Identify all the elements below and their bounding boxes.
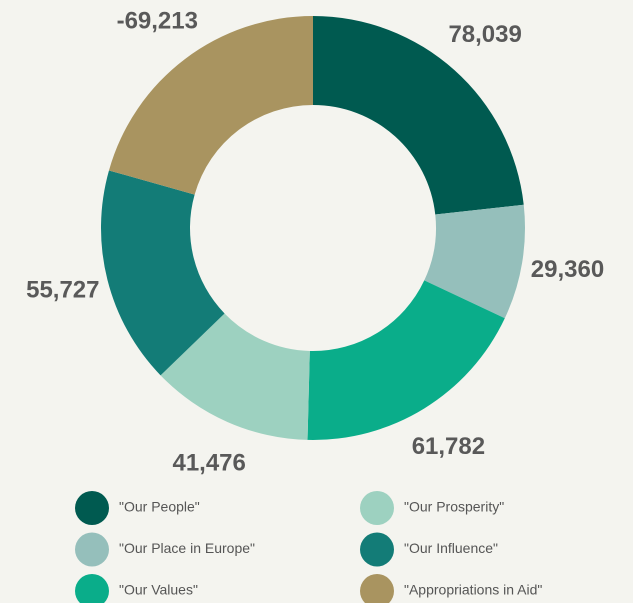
- legend-label: "Our Values": [119, 582, 198, 598]
- legend-swatch: [75, 491, 109, 525]
- donut-segment: [307, 280, 505, 440]
- legend-label: "Our People": [119, 499, 200, 515]
- value-label: -69,213: [117, 8, 198, 35]
- legend-swatch: [360, 574, 394, 603]
- legend-swatch: [75, 532, 109, 567]
- donut-segment: [108, 16, 313, 195]
- value-label: 29,360: [531, 256, 604, 283]
- donut-segment: [424, 204, 525, 319]
- value-label: 41,476: [172, 450, 245, 477]
- donut-segment: [100, 170, 225, 376]
- value-label: 78,039: [448, 21, 521, 48]
- value-label: 55,727: [26, 276, 99, 303]
- donut-segment: [160, 313, 310, 440]
- legend-swatch: [360, 532, 394, 567]
- legend-swatch: [75, 574, 109, 603]
- legend-label: "Our Prosperity": [404, 499, 504, 515]
- legend-swatch: [360, 491, 394, 525]
- donut-segment: [313, 16, 524, 215]
- legend-label: "Our Place in Europe": [119, 540, 255, 556]
- legend-label: "Our Influence": [404, 540, 498, 556]
- value-label: 61,782: [412, 433, 485, 460]
- legend-label: "Appropriations in Aid": [404, 582, 542, 598]
